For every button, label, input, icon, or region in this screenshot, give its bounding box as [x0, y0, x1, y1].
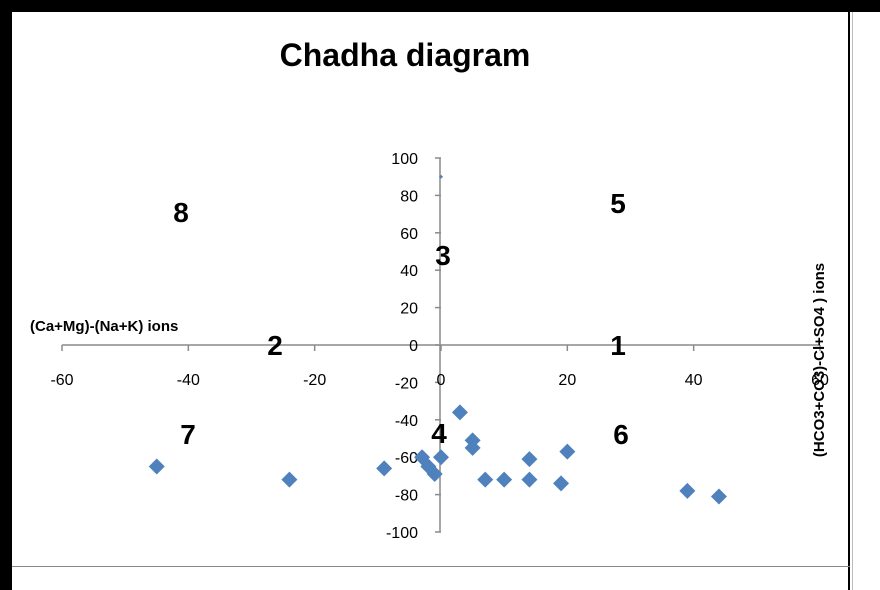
y-tick-labels: 100 80 60 40 20 0 -20 -40 -60 -80 -100 — [386, 151, 418, 542]
x-tick-labels: -60 -40 -20 0 20 40 60 — [50, 372, 829, 389]
data-point — [679, 482, 696, 499]
data-point — [433, 449, 449, 466]
x-tick-label: -40 — [177, 372, 200, 389]
data-point — [521, 451, 538, 468]
zone-label-3: 3 — [435, 240, 451, 271]
data-point — [376, 460, 393, 477]
y-tick-label: 0 — [409, 338, 418, 355]
y-tick-label: -60 — [395, 450, 418, 467]
frame-right — [848, 0, 850, 590]
x-tick-label: 40 — [685, 372, 703, 389]
zone-label-7: 7 — [180, 419, 196, 450]
scatter-points — [148, 174, 727, 505]
zone-label-5: 5 — [610, 188, 626, 219]
x-tick-label: 0 — [437, 372, 446, 389]
frame-top — [0, 0, 880, 12]
y-axis-label: (HCO3+CO3)-Cl+SO4 ) ions — [811, 263, 828, 457]
frame-left — [0, 0, 12, 590]
zone-label-4: 4 — [431, 418, 447, 449]
x-tick-label: -20 — [303, 372, 326, 389]
zone-label-6: 6 — [613, 419, 629, 450]
y-tick-label: -20 — [395, 375, 418, 392]
data-point — [281, 471, 298, 488]
data-point — [464, 439, 481, 456]
y-tick-label: -100 — [386, 525, 418, 542]
y-tick-label: 20 — [400, 301, 418, 318]
y-tick-label: -80 — [395, 488, 418, 505]
y-tick-label: 40 — [400, 263, 418, 280]
data-point — [521, 471, 538, 488]
y-tick-label: 80 — [400, 188, 418, 205]
data-point — [148, 458, 165, 475]
frame-right-line — [852, 12, 853, 590]
x-tick-label: -60 — [50, 372, 73, 389]
x-tick-label: 60 — [811, 372, 829, 389]
zone-label-8: 8 — [173, 197, 189, 228]
y-tick-label: -40 — [395, 413, 418, 430]
zone-label-2: 2 — [267, 330, 283, 361]
chart-title: Chadha diagram — [280, 37, 531, 73]
data-point — [451, 404, 468, 421]
y-tick-label: 100 — [391, 151, 418, 168]
data-point — [559, 443, 576, 460]
data-point — [496, 471, 513, 488]
data-point — [439, 174, 443, 179]
zone-label-1: 1 — [610, 330, 626, 361]
data-point — [553, 475, 570, 492]
x-axis-label: (Ca+Mg)-(Na+K) ions — [30, 318, 178, 335]
data-point — [710, 488, 727, 505]
chart-bottom-border — [12, 566, 850, 567]
y-tick-label: 60 — [400, 226, 418, 243]
x-tick-label: 20 — [558, 372, 576, 389]
data-point — [426, 466, 443, 483]
data-point — [477, 471, 494, 488]
